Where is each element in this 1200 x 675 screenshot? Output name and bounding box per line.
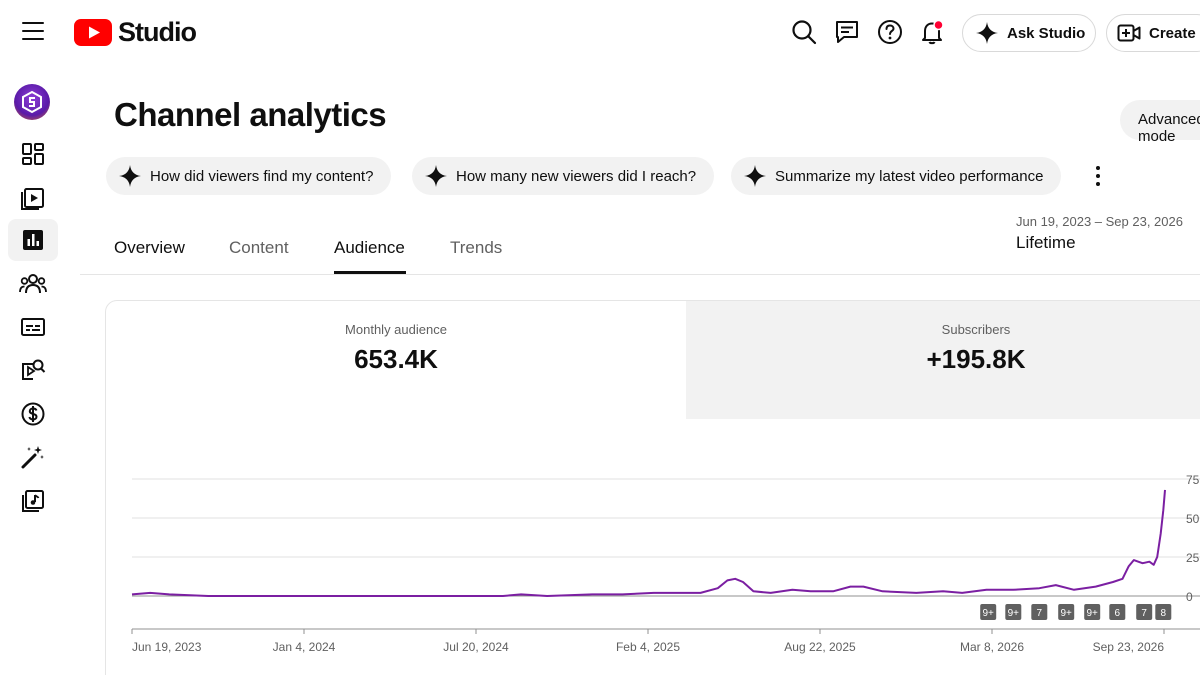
- event-marker[interactable]: 9+: [1058, 604, 1075, 620]
- event-marker-label: 9+: [1086, 608, 1098, 619]
- sidebar-item-content[interactable]: [8, 176, 58, 218]
- copyright-icon: [22, 359, 46, 380]
- audio-library-icon: [22, 490, 44, 512]
- event-marker-label: 8: [1161, 608, 1167, 619]
- create-button[interactable]: Create: [1106, 14, 1200, 52]
- sidebar-item-audio-library[interactable]: [8, 480, 58, 522]
- event-marker-label: 9+: [1008, 608, 1020, 619]
- channel-logo-icon: [22, 90, 42, 114]
- sparkle-icon: [744, 165, 766, 187]
- subtitles-icon: [21, 318, 45, 336]
- event-marker[interactable]: 7: [1031, 604, 1048, 620]
- event-marker[interactable]: 9+: [1005, 604, 1022, 620]
- event-marker[interactable]: 9+: [980, 604, 997, 620]
- suggestion-chip-summarize-video[interactable]: Summarize my latest video performance: [731, 157, 1062, 195]
- create-label: Create: [1149, 24, 1196, 42]
- sparkle-icon: [976, 22, 998, 44]
- sidebar-item-copyright[interactable]: [8, 349, 58, 391]
- youtube-logo-icon: [74, 18, 112, 46]
- notifications-icon[interactable]: [918, 18, 946, 46]
- analytics-tabs: Overview Content Audience Trends: [80, 230, 1200, 275]
- advanced-mode-button[interactable]: Advanced mode: [1120, 100, 1200, 145]
- tab-content[interactable]: Content: [229, 238, 289, 257]
- chip-label: How did viewers find my content?: [150, 167, 374, 185]
- chip-label: Summarize my latest video performance: [775, 167, 1044, 185]
- date-range-text[interactable]: Jun 19, 2023 – Sep 23, 2026: [1016, 214, 1183, 229]
- metric-label: Monthly audience: [345, 322, 447, 337]
- metrics-card: Monthly audience 653.4K Subscribers +195…: [105, 300, 1200, 675]
- help-icon[interactable]: [876, 18, 904, 46]
- event-marker-label: 6: [1115, 608, 1121, 619]
- metric-value: 653.4K: [354, 344, 438, 374]
- magic-wand-icon: [21, 446, 44, 469]
- tab-trends[interactable]: Trends: [450, 238, 503, 257]
- community-icon: [19, 274, 47, 294]
- sparkle-icon: [425, 165, 447, 187]
- dashboard-icon: [22, 143, 44, 165]
- event-marker-label: 9+: [982, 608, 994, 619]
- tab-overview[interactable]: Overview: [114, 238, 185, 257]
- search-icon[interactable]: [790, 18, 818, 46]
- event-marker-label: 7: [1037, 608, 1043, 619]
- sidebar-item-analytics[interactable]: [8, 219, 58, 261]
- date-period-selector[interactable]: Lifetime: [1016, 233, 1076, 252]
- analytics-icon: [23, 230, 43, 250]
- metric-subscribers[interactable]: Subscribers +195.8K: [686, 301, 1200, 419]
- ask-studio-button[interactable]: Ask Studio: [962, 14, 1096, 52]
- ask-studio-label: Ask Studio: [1007, 24, 1086, 42]
- more-options-icon[interactable]: [1088, 163, 1108, 189]
- metric-monthly-audience[interactable]: Monthly audience 653.4K: [106, 301, 686, 419]
- top-bar: Studio Ask Studio Create: [0, 0, 1200, 66]
- event-marker[interactable]: 6: [1109, 604, 1126, 620]
- sidebar-item-dashboard[interactable]: [8, 133, 58, 175]
- menu-icon[interactable]: [22, 22, 44, 42]
- event-marker[interactable]: 7: [1136, 604, 1153, 620]
- studio-logo[interactable]: Studio: [74, 16, 197, 48]
- sparkle-icon: [119, 165, 141, 187]
- event-marker[interactable]: 9+: [1084, 604, 1101, 620]
- chip-label: How many new viewers did I reach?: [456, 167, 697, 185]
- suggestion-chip-find-content[interactable]: How did viewers find my content?: [106, 157, 392, 195]
- event-marker[interactable]: 8: [1155, 604, 1172, 620]
- sidebar-item-customization[interactable]: [8, 436, 58, 478]
- suggestion-chip-new-viewers[interactable]: How many new viewers did I reach?: [412, 157, 715, 195]
- sidebar-item-subtitles[interactable]: [8, 306, 58, 348]
- sidebar-item-community[interactable]: [8, 263, 58, 305]
- event-marker-label: 9+: [1060, 608, 1072, 619]
- tab-audience[interactable]: Audience: [334, 238, 405, 257]
- active-tab-indicator: [334, 271, 406, 274]
- logo-text: Studio: [118, 16, 197, 47]
- feedback-icon[interactable]: [833, 18, 861, 46]
- sidebar-item-earn[interactable]: [8, 393, 58, 435]
- content-icon: [21, 188, 44, 210]
- event-marker-label: 7: [1141, 608, 1147, 619]
- dollar-icon: [21, 402, 45, 426]
- metric-value: +195.8K: [926, 344, 1026, 374]
- channel-avatar[interactable]: [14, 84, 50, 120]
- metric-label: Subscribers: [941, 322, 1011, 337]
- create-video-icon: [1117, 24, 1141, 42]
- page-title: Channel analytics: [114, 96, 387, 133]
